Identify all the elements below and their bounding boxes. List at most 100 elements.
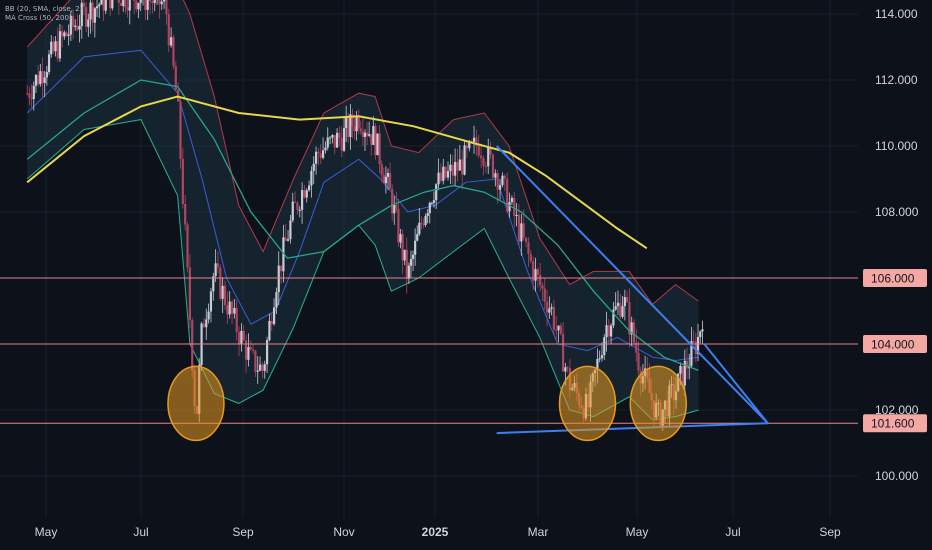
candle-body — [446, 171, 450, 178]
candle-body — [363, 132, 367, 137]
candle-body — [456, 161, 459, 171]
candle-body — [135, 0, 138, 10]
candle-body — [420, 222, 423, 224]
candle-body — [188, 267, 191, 321]
candle-body — [349, 114, 352, 138]
x-tick-label: 2025 — [422, 525, 449, 539]
price-label-bg — [863, 335, 927, 353]
price-label-text: 104.000 — [871, 338, 915, 352]
candle-body — [139, 0, 142, 4]
candle-body — [391, 188, 394, 214]
candle-body — [435, 184, 438, 201]
candle-body — [365, 132, 369, 136]
candle-body — [67, 34, 70, 36]
candle-body — [517, 214, 521, 242]
candle-body — [244, 340, 248, 360]
candle-body — [510, 197, 513, 203]
candle-body — [388, 172, 392, 189]
candle-body — [548, 308, 551, 313]
candle-body — [202, 323, 206, 328]
candle-body — [559, 325, 562, 334]
candle-body — [449, 164, 452, 172]
candle-body — [126, 7, 129, 11]
candle-body — [503, 175, 506, 179]
candle-body — [515, 214, 518, 216]
candle-body — [353, 126, 356, 132]
candle-body — [184, 204, 187, 225]
candle-body — [598, 358, 601, 360]
candle-body — [240, 330, 243, 344]
candle-body — [513, 197, 516, 216]
candle-body — [543, 288, 546, 302]
candle-body — [303, 190, 306, 198]
indicator-ma-cross-label[interactable]: MA Cross (50, 200) — [5, 14, 72, 22]
candle-body — [307, 185, 311, 191]
y-tick-label: 102.000 — [875, 403, 919, 417]
candle-body — [186, 224, 189, 268]
candle-body — [361, 131, 364, 137]
candle-body — [153, 0, 156, 4]
candle-body — [403, 249, 406, 261]
candle-body — [550, 307, 553, 309]
candle-body — [480, 155, 483, 159]
candle-body — [326, 137, 329, 148]
candle-body — [635, 342, 638, 353]
candle-body — [69, 15, 72, 35]
candle-body — [527, 242, 530, 255]
candle-body — [605, 325, 608, 338]
price-label-bg — [863, 414, 927, 433]
candle-body — [235, 308, 238, 333]
candle-body — [472, 137, 476, 142]
candle-body — [207, 311, 210, 320]
x-tick-label: May — [35, 525, 58, 539]
candle-body — [39, 71, 42, 85]
candle-body — [399, 234, 402, 243]
candle-body — [47, 54, 51, 73]
x-axis: May Jul Sep Nov 2025 Mar May Jul Sep — [35, 525, 841, 539]
candle-body — [395, 204, 398, 209]
candle-body — [100, 0, 103, 5]
candle-body — [424, 216, 427, 225]
candle-body — [428, 203, 431, 214]
candle-body — [34, 75, 38, 86]
candle-body — [699, 331, 702, 338]
candle-body — [342, 128, 346, 151]
candle-body — [37, 75, 40, 85]
candle-body — [477, 145, 480, 156]
candle-body — [95, 6, 99, 9]
candle-body — [300, 190, 304, 210]
candle-body — [160, 1, 163, 5]
candle-body — [56, 41, 59, 59]
y-tick-label: 112.000 — [875, 73, 918, 87]
trendline-support — [496, 422, 768, 435]
candle-body — [426, 213, 429, 217]
candle-body — [310, 170, 313, 186]
candle-body — [221, 285, 224, 299]
y-tick-label: 110.000 — [875, 139, 918, 153]
candle-body — [228, 301, 231, 315]
candle-body — [536, 269, 540, 275]
candle-body — [272, 307, 276, 325]
candle-body — [74, 25, 77, 27]
candle-body — [679, 366, 682, 374]
candle-body — [263, 364, 266, 371]
candle-body — [104, 0, 107, 11]
y-tick-label: 108.000 — [875, 205, 919, 219]
candle-body — [685, 360, 689, 369]
candle-body — [407, 265, 410, 279]
candle-body — [54, 41, 57, 52]
candle-body — [321, 150, 325, 158]
candle-body — [181, 158, 184, 205]
candle-body — [58, 31, 62, 59]
candle-body — [566, 367, 569, 369]
candle-body — [487, 146, 490, 167]
candle-body — [393, 204, 396, 214]
indicator-bb-label[interactable]: BB (20, SMA, close, 2) — [5, 5, 83, 13]
candle-body — [162, 0, 166, 2]
x-tick-label: Jul — [133, 525, 148, 539]
price-label-text: 106.000 — [871, 272, 915, 286]
candle-body — [268, 320, 271, 341]
candle-body — [432, 200, 436, 203]
